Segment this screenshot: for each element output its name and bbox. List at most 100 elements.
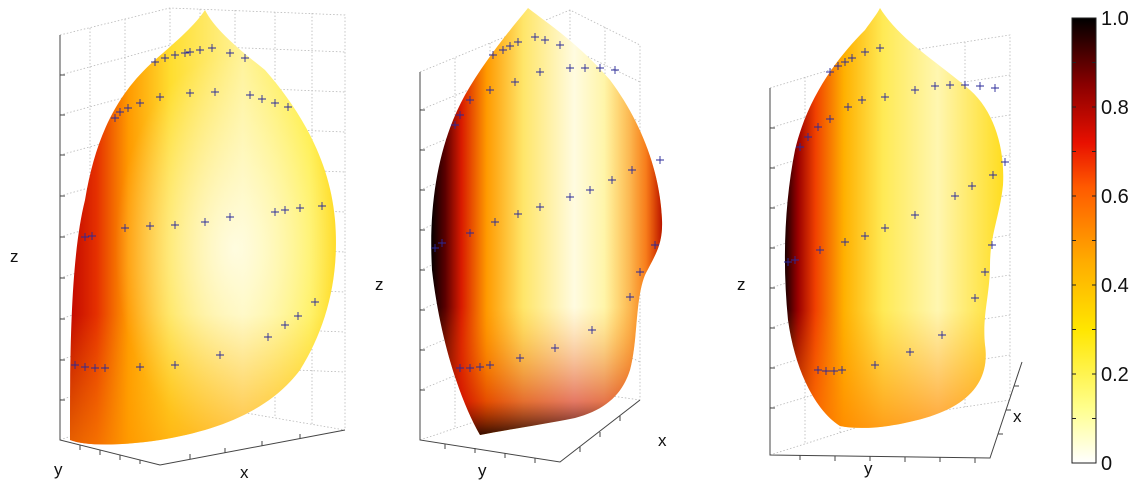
measurement-marker [271, 208, 279, 216]
panel-2-ticks [420, 109, 621, 463]
measurement-marker [486, 361, 494, 369]
panel-2: z y x [375, 8, 667, 480]
measurement-marker [608, 176, 616, 184]
measurement-marker [951, 192, 959, 200]
colorbar-ticks [1072, 17, 1096, 464]
measurement-marker [71, 361, 79, 369]
measurement-marker [861, 232, 869, 240]
panel-1: z y x [10, 7, 346, 482]
measurement-marker [216, 351, 224, 359]
measurement-marker [804, 133, 812, 141]
panel-3: z y x [737, 8, 1023, 478]
measurement-marker [136, 363, 144, 371]
measurement-marker [476, 363, 484, 371]
measurement-marker [146, 222, 154, 230]
measurement-marker [246, 91, 254, 99]
measurement-marker [536, 68, 544, 76]
measurement-marker [588, 326, 596, 334]
measurement-marker [121, 224, 129, 232]
measurement-marker [938, 331, 946, 339]
measurement-marker [431, 244, 439, 252]
measurement-marker [911, 86, 919, 94]
panel-3-ylabel: y [864, 459, 873, 478]
measurement-marker [826, 115, 834, 123]
panel-3-ticks [770, 127, 1019, 463]
measurement-marker [281, 206, 289, 214]
measurement-marker [81, 363, 89, 371]
panel-1-markers [71, 44, 326, 372]
measurement-marker [264, 333, 272, 341]
panel-1-ylabel: y [54, 460, 63, 479]
measurement-marker [116, 108, 124, 116]
measurement-marker [586, 186, 594, 194]
measurement-marker [318, 202, 326, 210]
measurement-marker [844, 103, 852, 111]
colorbar-tick-label: 0.8 [1101, 97, 1129, 119]
measurement-marker [111, 114, 119, 122]
measurement-marker [848, 54, 856, 62]
panel-1-surface-bottom [70, 10, 336, 445]
colorbar-tick-label: 0 [1101, 453, 1112, 475]
measurement-marker [971, 294, 979, 302]
measurement-marker [514, 210, 522, 218]
panel-1-zlabel: z [10, 247, 19, 266]
measurement-marker [181, 49, 189, 57]
measurement-marker [186, 89, 194, 97]
measurement-marker [136, 99, 144, 107]
measurement-marker [814, 123, 822, 131]
measurement-marker [499, 46, 507, 54]
measurement-marker [514, 38, 522, 46]
measurement-marker [211, 88, 219, 96]
measurement-marker [881, 224, 889, 232]
measurement-marker [511, 78, 519, 86]
measurement-marker [976, 82, 984, 90]
measurement-marker [796, 143, 804, 151]
measurement-marker [1001, 158, 1009, 166]
measurement-marker [784, 258, 792, 266]
measurement-marker [466, 96, 474, 104]
measurement-marker [226, 49, 234, 57]
measurement-marker [226, 213, 234, 221]
measurement-marker [506, 42, 514, 50]
measurement-marker [981, 268, 989, 276]
measurement-marker [968, 182, 976, 190]
measurement-marker [551, 344, 559, 352]
measurement-marker [989, 171, 997, 179]
measurement-marker [311, 298, 319, 306]
measurement-marker [651, 241, 659, 249]
measurement-marker [830, 367, 838, 375]
measurement-marker [284, 103, 292, 111]
measurement-marker [536, 203, 544, 211]
measurement-marker [566, 193, 574, 201]
measurement-marker [858, 96, 866, 104]
measurement-marker [281, 321, 289, 329]
colorbar: 0 0.2 0.4 0.6 0.8 1.0 [1071, 8, 1129, 475]
measurement-marker [101, 364, 109, 372]
measurement-marker [294, 312, 302, 320]
measurement-marker [438, 239, 446, 247]
measurement-marker [988, 241, 996, 249]
measurement-marker [906, 348, 914, 356]
panel-2-zlabel: z [375, 275, 384, 294]
measurement-marker [628, 166, 636, 174]
measurement-marker [961, 81, 969, 89]
panel-1-xlabel: x [240, 463, 249, 482]
measurement-marker [451, 121, 459, 129]
measurement-marker [258, 95, 266, 103]
measurement-marker [196, 46, 204, 54]
measurement-marker [881, 93, 889, 101]
measurement-marker [208, 44, 216, 52]
measurement-marker [656, 156, 664, 164]
measurement-marker [466, 364, 474, 372]
measurement-marker [596, 64, 604, 72]
measurement-marker [489, 51, 497, 59]
panel-2-markers [431, 33, 664, 372]
measurement-marker [931, 82, 939, 90]
measurement-marker [491, 218, 499, 226]
measurement-marker [516, 354, 524, 362]
measurement-marker [88, 232, 96, 240]
measurement-marker [861, 48, 869, 56]
measurement-marker [838, 366, 846, 374]
measurement-marker [156, 93, 164, 101]
